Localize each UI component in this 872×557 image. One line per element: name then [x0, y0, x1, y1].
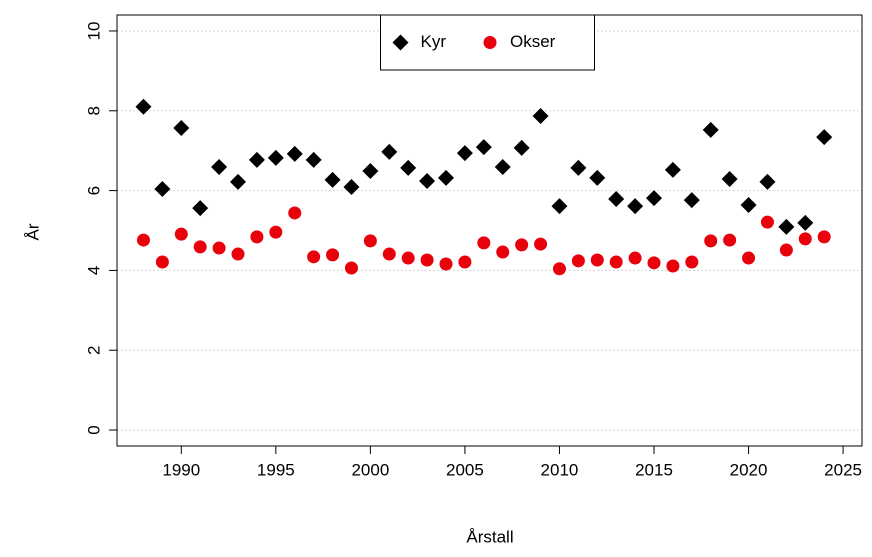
point	[475, 139, 492, 156]
plot-frame	[116, 14, 863, 447]
point	[230, 173, 247, 190]
point	[779, 243, 793, 257]
point	[288, 206, 302, 220]
point	[740, 196, 757, 213]
x-tick-label: 2005	[446, 460, 484, 479]
point	[590, 253, 604, 267]
point	[324, 171, 341, 188]
point	[155, 255, 169, 269]
point	[627, 198, 644, 215]
point	[685, 255, 699, 269]
point	[286, 145, 303, 162]
point	[136, 233, 150, 247]
x-tick-label: 2020	[730, 460, 768, 479]
point	[723, 233, 737, 247]
point	[250, 230, 264, 244]
x-tick-label: 2000	[351, 460, 389, 479]
x-axis-label: Årstall	[466, 527, 513, 546]
point	[496, 245, 510, 259]
point	[173, 119, 190, 136]
legend: Kyr Okser	[380, 14, 595, 71]
point	[798, 232, 812, 246]
point	[135, 98, 152, 115]
point	[438, 169, 455, 186]
point	[683, 192, 700, 209]
point	[269, 225, 283, 239]
point	[778, 218, 795, 235]
point	[702, 121, 719, 138]
point	[646, 190, 663, 207]
x-tick-label: 1990	[162, 460, 200, 479]
point	[382, 247, 396, 261]
point	[515, 238, 529, 252]
y-tick-label: 2	[84, 345, 103, 354]
y-tick-label: 10	[84, 22, 103, 41]
point	[193, 240, 207, 254]
point	[212, 241, 226, 255]
point	[211, 159, 228, 176]
point	[344, 261, 358, 275]
point	[343, 179, 360, 196]
point	[326, 248, 340, 262]
point	[483, 36, 497, 49]
point	[589, 169, 606, 186]
point	[760, 215, 774, 229]
point	[570, 159, 587, 176]
point	[666, 259, 680, 273]
y-tick-label: 0	[84, 425, 103, 434]
point	[401, 251, 415, 265]
x-tick-label: 2010	[541, 460, 579, 479]
point	[307, 250, 321, 264]
point	[248, 151, 265, 168]
point	[704, 234, 718, 248]
point	[362, 163, 379, 180]
point	[532, 107, 549, 124]
point	[305, 151, 322, 168]
y-axis-label: År	[23, 223, 42, 240]
point	[154, 180, 171, 197]
point	[609, 255, 623, 269]
point	[439, 257, 453, 271]
point	[174, 227, 188, 241]
point	[721, 171, 738, 188]
point	[458, 255, 472, 269]
point	[759, 173, 776, 190]
point	[647, 256, 661, 270]
point	[797, 214, 814, 231]
y-tick-label: 4	[84, 266, 103, 275]
point	[742, 251, 756, 265]
y-tick-label: 8	[84, 106, 103, 115]
point	[420, 253, 434, 267]
legend-label: Kyr	[421, 32, 447, 51]
point	[363, 234, 377, 248]
y-tick-label: 6	[84, 186, 103, 195]
point	[381, 143, 398, 160]
x-tick-label: 2025	[824, 460, 862, 479]
legend-label: Okser	[510, 32, 556, 51]
point	[551, 198, 568, 215]
point	[816, 129, 833, 146]
point	[477, 236, 491, 250]
point	[628, 251, 642, 265]
point	[817, 230, 831, 244]
point	[192, 200, 209, 217]
point	[494, 159, 511, 176]
point	[419, 173, 436, 190]
point	[513, 139, 530, 156]
point	[552, 262, 566, 276]
x-tick-label: 2015	[635, 460, 673, 479]
point	[392, 34, 409, 51]
x-tick-label: 1995	[257, 460, 295, 479]
point	[231, 247, 245, 261]
point	[267, 149, 284, 166]
point	[664, 161, 681, 178]
point	[400, 159, 417, 176]
point	[571, 254, 585, 268]
point	[608, 190, 625, 207]
point	[456, 145, 473, 162]
point	[534, 237, 548, 251]
